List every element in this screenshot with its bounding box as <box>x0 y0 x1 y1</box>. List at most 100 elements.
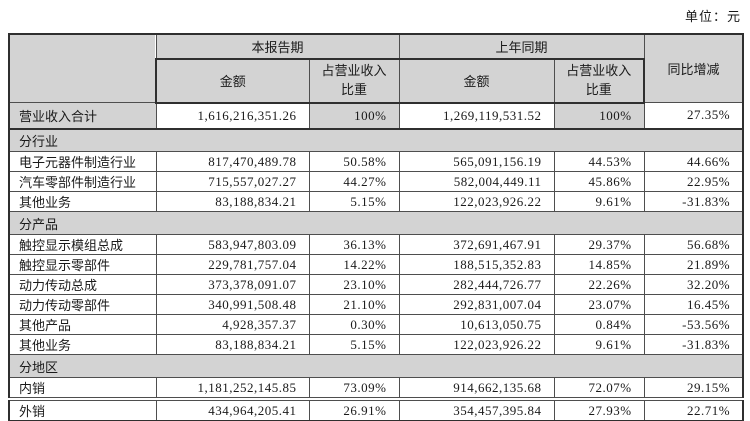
table-row: 其他业务 83,188,834.21 5.15% 122,023,926.22 … <box>8 191 745 213</box>
cell-current-pct: 44.27% <box>308 171 400 193</box>
table-row: 触控显示零部件 229,781,757.04 14.22% 188,515,35… <box>8 254 745 276</box>
table-row-domestic: 内销 1,181,252,145.85 73.09% 914,662,135.6… <box>8 377 745 399</box>
revenue-breakdown-table: 本报告期 上年同期 同比增减 金额 占营业收入比重 金额 占营业收入比重 营业收… <box>7 33 745 421</box>
cell-current-amount: 83,188,834.21 <box>155 334 310 356</box>
table-row: 其他产品 4,928,357.37 0.30% 10,613,050.75 0.… <box>8 314 745 336</box>
table-row: 触控显示模组总成 583,947,803.09 36.13% 372,691,4… <box>8 234 745 256</box>
cell-current-amount: 373,378,091.07 <box>155 274 310 296</box>
cell-prior-amount: 292,831,007.04 <box>398 294 555 316</box>
row-label: 外销 <box>8 400 157 421</box>
cell-prior-amount: 10,613,050.75 <box>398 314 555 336</box>
section-row-by-product: 分产品 <box>7 211 745 236</box>
header-prior-amount: 金额 <box>398 58 555 104</box>
cell-current-amount: 817,470,489.78 <box>155 151 310 173</box>
cell-prior-pct: 22.26% <box>553 274 645 296</box>
cell-current-pct: 5.15% <box>308 191 400 213</box>
cell-current-amount: 715,557,027.27 <box>155 171 310 193</box>
row-label: 触控显示零部件 <box>8 254 157 276</box>
cell-prior-pct: 100% <box>553 102 645 130</box>
row-label: 电子元器件制造行业 <box>8 151 157 173</box>
cell-current-pct: 73.09% <box>308 377 400 399</box>
row-label: 汽车零部件制造行业 <box>8 171 157 193</box>
cell-prior-amount: 565,091,156.19 <box>398 151 555 173</box>
cell-prior-amount: 914,662,135.68 <box>398 377 555 399</box>
cell-prior-pct: 9.61% <box>553 334 645 356</box>
cell-current-amount: 1,181,252,145.85 <box>155 377 310 399</box>
cell-prior-pct: 14.85% <box>553 254 645 276</box>
cell-prior-amount: 582,004,449.11 <box>398 171 555 193</box>
cell-current-pct: 26.91% <box>308 400 400 421</box>
table-split-gap <box>9 397 744 401</box>
cell-yoy: -31.83% <box>643 334 745 356</box>
cell-current-pct: 0.30% <box>308 314 400 336</box>
cell-current-pct: 23.10% <box>308 274 400 296</box>
cell-current-amount: 1,616,216,351.26 <box>155 102 310 130</box>
cell-current-pct: 5.15% <box>308 334 400 356</box>
cell-current-pct: 100% <box>308 102 400 130</box>
table-row: 电子元器件制造行业 817,470,489.78 50.58% 565,091,… <box>8 151 745 173</box>
section-label: 分行业 <box>7 128 745 153</box>
cell-prior-pct: 23.07% <box>553 294 645 316</box>
table-row-export: 外销 434,964,205.41 26.91% 354,457,395.84 … <box>8 400 745 421</box>
cell-yoy: 29.15% <box>643 377 745 399</box>
header-current-amount: 金额 <box>155 58 310 104</box>
table-row: 动力传动零部件 340,991,508.48 21.10% 292,831,00… <box>8 294 745 316</box>
cell-yoy: 22.71% <box>643 400 745 421</box>
header-prior-period: 上年同期 <box>398 33 645 60</box>
cell-yoy: 16.45% <box>643 294 745 316</box>
cell-prior-pct: 29.37% <box>553 234 645 256</box>
table-header-row-1: 本报告期 上年同期 同比增减 <box>8 33 745 104</box>
table-row: 其他业务 83,188,834.21 5.15% 122,023,926.22 … <box>8 334 745 356</box>
cell-current-amount: 434,964,205.41 <box>155 400 310 421</box>
cell-prior-pct: 0.84% <box>553 314 645 336</box>
row-label: 其他业务 <box>8 191 157 213</box>
cell-current-pct: 36.13% <box>308 234 400 256</box>
row-label: 营业收入合计 <box>8 102 157 130</box>
table-row: 动力传动总成 373,378,091.07 23.10% 282,444,726… <box>8 274 745 296</box>
section-row-by-industry: 分行业 <box>7 128 745 153</box>
section-label: 分地区 <box>7 354 745 379</box>
cell-current-amount: 340,991,508.48 <box>155 294 310 316</box>
cell-prior-amount: 122,023,926.22 <box>398 334 555 356</box>
cell-yoy: -31.83% <box>643 191 745 213</box>
cell-current-pct: 50.58% <box>308 151 400 173</box>
row-label: 内销 <box>8 377 157 399</box>
table-header-row-2: 金额 占营业收入比重 金额 占营业收入比重 <box>9 58 743 104</box>
row-label: 动力传动零部件 <box>8 294 157 316</box>
cell-yoy: 22.95% <box>643 171 745 193</box>
cell-prior-pct: 27.93% <box>553 400 645 421</box>
header-current-pct: 占营业收入比重 <box>308 58 400 104</box>
cell-current-pct: 14.22% <box>308 254 400 276</box>
cell-current-amount: 583,947,803.09 <box>155 234 310 256</box>
cell-yoy: 56.68% <box>643 234 745 256</box>
unit-note: 单位：元 <box>684 9 741 24</box>
cell-prior-amount: 122,023,926.22 <box>398 191 555 213</box>
table-row-total: 营业收入合计 1,616,216,351.26 100% 1,269,119,5… <box>8 102 745 130</box>
row-label: 其他产品 <box>8 314 157 336</box>
cell-yoy: -53.56% <box>643 314 745 336</box>
cell-yoy: 27.35% <box>643 102 745 130</box>
header-yoy-change: 同比增减 <box>643 33 745 104</box>
cell-current-pct: 21.10% <box>308 294 400 316</box>
cell-current-amount: 4,928,357.37 <box>155 314 310 336</box>
cell-prior-amount: 282,444,726.77 <box>398 274 555 296</box>
cell-prior-pct: 44.53% <box>553 151 645 173</box>
cell-current-amount: 229,781,757.04 <box>155 254 310 276</box>
cell-prior-amount: 354,457,395.84 <box>398 400 555 421</box>
header-empty-cell <box>8 33 157 104</box>
table-row: 汽车零部件制造行业 715,557,027.27 44.27% 582,004,… <box>8 171 745 193</box>
cell-prior-amount: 372,691,467.91 <box>398 234 555 256</box>
section-label: 分产品 <box>7 211 745 236</box>
cell-yoy: 44.66% <box>643 151 745 173</box>
cell-prior-amount: 188,515,352.83 <box>398 254 555 276</box>
split-gap-cell <box>9 397 744 401</box>
header-prior-pct: 占营业收入比重 <box>553 58 646 104</box>
cell-prior-pct: 9.61% <box>553 191 645 213</box>
row-label: 触控显示模组总成 <box>8 234 157 256</box>
section-row-by-region: 分地区 <box>7 354 745 379</box>
cell-current-amount: 83,188,834.21 <box>155 191 310 213</box>
cell-prior-pct: 45.86% <box>553 171 645 193</box>
cell-yoy: 32.20% <box>643 274 745 296</box>
row-label: 动力传动总成 <box>8 274 157 296</box>
